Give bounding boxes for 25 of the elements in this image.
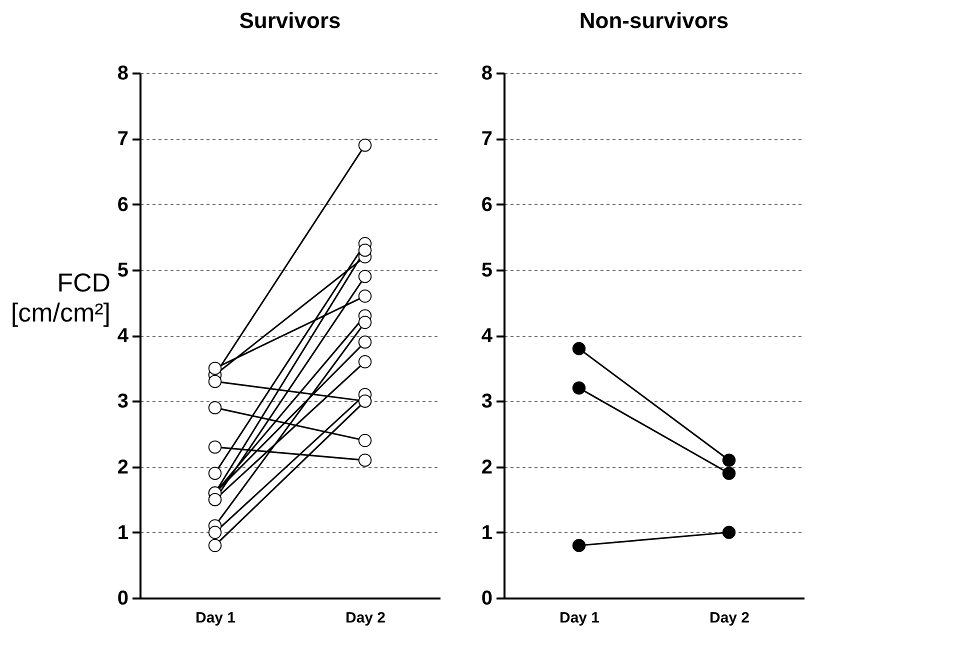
y-tick-label: 0 bbox=[117, 588, 128, 610]
x-tick-label: Day 1 bbox=[559, 610, 600, 626]
y-tick-label: 4 bbox=[117, 325, 130, 347]
x-tick-label: Day 2 bbox=[345, 610, 386, 626]
y-tick-label: 7 bbox=[481, 128, 492, 150]
y-tick-label: 8 bbox=[117, 62, 128, 84]
y-tick-label: 5 bbox=[481, 259, 492, 282]
x-tick-label: Day 1 bbox=[195, 610, 236, 626]
y-tick-label: 2 bbox=[481, 456, 492, 478]
y-tick-label: 3 bbox=[117, 390, 128, 413]
x-tick-label: Day 2 bbox=[709, 610, 750, 626]
y-tick-label: 1 bbox=[481, 522, 492, 544]
y-axis-title: FCD [cm/cm²] bbox=[10, 268, 110, 328]
y-tick-label: 0 bbox=[481, 588, 492, 610]
y-tick-label: 3 bbox=[481, 390, 492, 413]
y-tick-label: 8 bbox=[481, 62, 492, 84]
y-tick-label: 4 bbox=[481, 325, 494, 347]
y-tick-label: 5 bbox=[117, 259, 128, 282]
y-tick-label: 6 bbox=[117, 194, 128, 216]
y-tick-label: 6 bbox=[481, 194, 492, 216]
y-tick-label: 7 bbox=[117, 128, 128, 150]
y-tick-label: 1 bbox=[117, 522, 128, 544]
chart-title: Survivors bbox=[239, 8, 341, 33]
chart-title: Non-survivors bbox=[579, 8, 729, 33]
y-tick-label: 2 bbox=[117, 456, 128, 478]
